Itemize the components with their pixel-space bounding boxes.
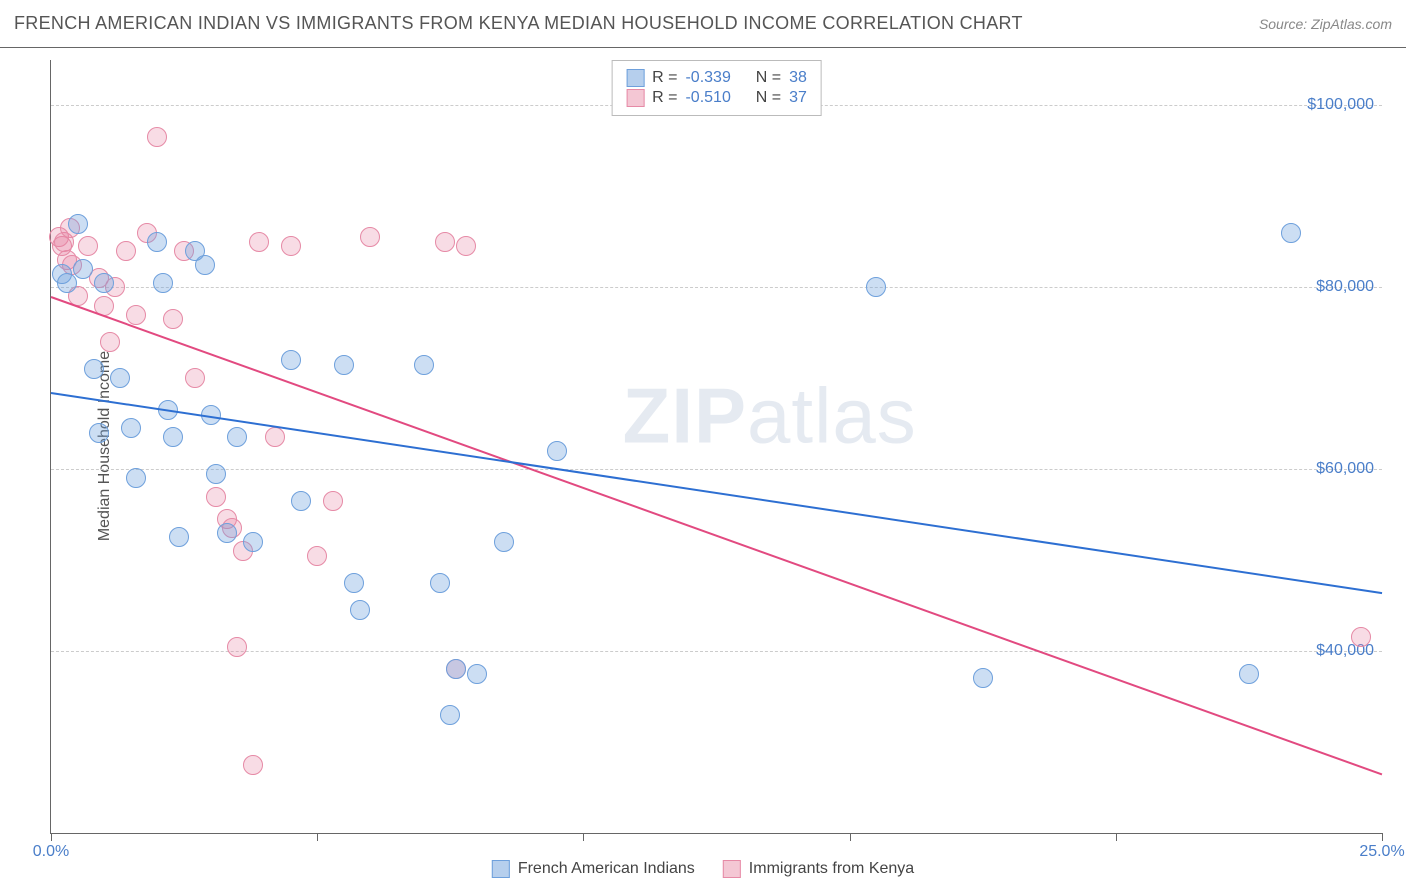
scatter-point-series-a — [1281, 223, 1301, 243]
swatch-series-a — [492, 860, 510, 878]
x-tick-label: 0.0% — [33, 843, 69, 861]
chart-header: FRENCH AMERICAN INDIAN VS IMMIGRANTS FRO… — [0, 0, 1406, 48]
scatter-point-series-a — [147, 232, 167, 252]
scatter-point-series-b — [435, 232, 455, 252]
source-attribution: Source: ZipAtlas.com — [1259, 16, 1392, 32]
legend-item-series-a: French American Indians — [492, 860, 695, 878]
scatter-point-series-a — [334, 355, 354, 375]
grid-line — [51, 651, 1382, 652]
scatter-point-series-b — [265, 427, 285, 447]
scatter-point-series-a — [110, 368, 130, 388]
swatch-series-b — [626, 89, 644, 107]
scatter-point-series-b — [206, 487, 226, 507]
x-tick — [850, 833, 851, 841]
scatter-point-series-a — [1239, 664, 1259, 684]
scatter-point-series-a — [94, 273, 114, 293]
y-tick-label: $80,000 — [1316, 278, 1374, 296]
scatter-point-series-b — [78, 236, 98, 256]
scatter-point-series-a — [467, 664, 487, 684]
scatter-point-series-b — [307, 546, 327, 566]
swatch-series-b — [723, 860, 741, 878]
scatter-point-series-a — [217, 523, 237, 543]
legend-row-series-a: R = -0.339 N = 38 — [626, 69, 807, 87]
series-legend: French American Indians Immigrants from … — [492, 860, 914, 878]
scatter-point-series-a — [153, 273, 173, 293]
scatter-point-series-b — [249, 232, 269, 252]
scatter-point-series-b — [281, 236, 301, 256]
scatter-point-series-a — [291, 491, 311, 511]
x-tick — [583, 833, 584, 841]
scatter-point-series-b — [323, 491, 343, 511]
scatter-point-series-a — [169, 527, 189, 547]
scatter-point-series-a — [163, 427, 183, 447]
scatter-point-series-a — [68, 214, 88, 234]
scatter-point-series-b — [1351, 627, 1371, 647]
scatter-point-series-a — [446, 659, 466, 679]
scatter-point-series-b — [100, 332, 120, 352]
scatter-point-series-a — [89, 423, 109, 443]
y-tick-label: $60,000 — [1316, 460, 1374, 478]
scatter-point-series-a — [414, 355, 434, 375]
y-tick-label: $100,000 — [1307, 96, 1374, 114]
x-tick — [317, 833, 318, 841]
scatter-point-series-a — [440, 705, 460, 725]
scatter-point-series-a — [344, 573, 364, 593]
scatter-point-series-a — [57, 273, 77, 293]
scatter-point-series-a — [494, 532, 514, 552]
grid-line — [51, 469, 1382, 470]
chart-title: FRENCH AMERICAN INDIAN VS IMMIGRANTS FRO… — [14, 13, 1023, 34]
correlation-legend: R = -0.339 N = 38 R = -0.510 N = 37 — [611, 60, 822, 116]
scatter-point-series-a — [281, 350, 301, 370]
scatter-point-series-a — [121, 418, 141, 438]
scatter-point-series-a — [195, 255, 215, 275]
scatter-point-series-a — [430, 573, 450, 593]
scatter-point-series-a — [73, 259, 93, 279]
scatter-point-series-b — [243, 755, 263, 775]
x-tick — [1116, 833, 1117, 841]
legend-row-series-b: R = -0.510 N = 37 — [626, 89, 807, 107]
scatter-point-series-a — [206, 464, 226, 484]
scatter-point-series-a — [126, 468, 146, 488]
scatter-point-series-a — [973, 668, 993, 688]
scatter-point-series-b — [456, 236, 476, 256]
scatter-point-series-a — [243, 532, 263, 552]
scatter-point-series-a — [227, 427, 247, 447]
scatter-point-series-b — [116, 241, 136, 261]
scatter-point-series-b — [126, 305, 146, 325]
watermark: ZIPatlas — [623, 370, 917, 461]
legend-item-series-b: Immigrants from Kenya — [723, 860, 914, 878]
scatter-point-series-b — [360, 227, 380, 247]
scatter-point-series-b — [227, 637, 247, 657]
scatter-point-series-b — [163, 309, 183, 329]
scatter-point-series-a — [84, 359, 104, 379]
trend-line-series-a — [51, 392, 1382, 594]
scatter-point-series-b — [147, 127, 167, 147]
scatter-point-series-a — [350, 600, 370, 620]
grid-line — [51, 287, 1382, 288]
x-tick — [1382, 833, 1383, 841]
x-tick-label: 25.0% — [1359, 843, 1404, 861]
scatter-plot-area: ZIPatlas R = -0.339 N = 38 R = -0.510 N … — [50, 60, 1382, 834]
swatch-series-a — [626, 69, 644, 87]
scatter-point-series-a — [547, 441, 567, 461]
scatter-point-series-b — [185, 368, 205, 388]
x-tick — [51, 833, 52, 841]
scatter-point-series-a — [866, 277, 886, 297]
